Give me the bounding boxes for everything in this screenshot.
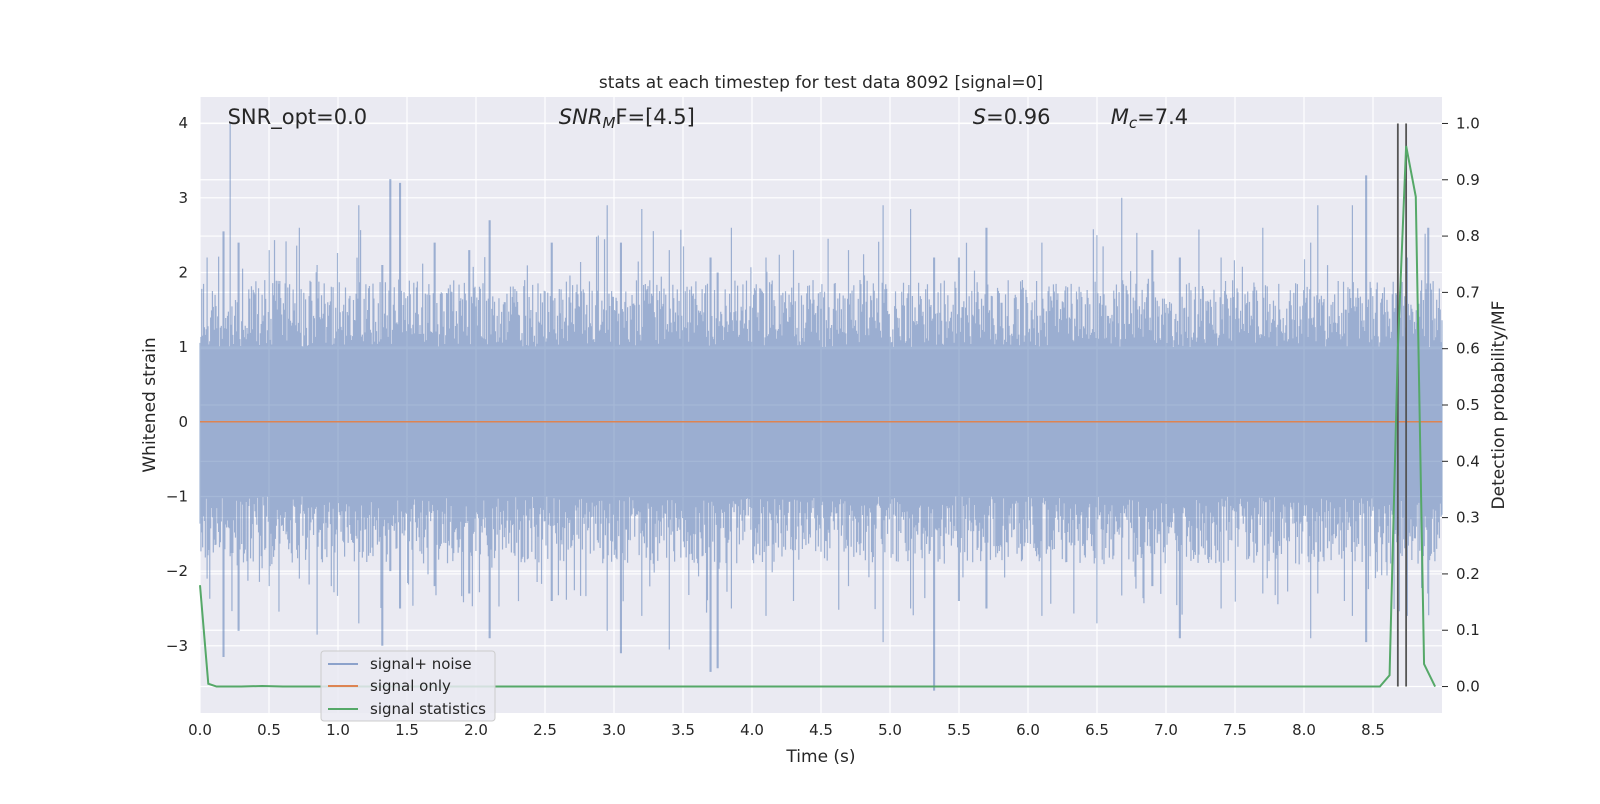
x-tick-label: 5.0: [878, 721, 902, 739]
x-tick-label: 1.0: [326, 721, 350, 739]
annotations: SNR_opt=0.0 SNRMF=[4.5] S=0.96 Mc=7.4: [228, 105, 1189, 132]
y-tick-label-right: 1.0: [1456, 114, 1480, 132]
x-tick-label: 0.5: [257, 721, 281, 739]
annotation-text: Mc=7.4: [1111, 105, 1188, 132]
y-tick-label-left: 1: [178, 338, 188, 356]
x-axis-label: Time (s): [785, 747, 855, 767]
legend-box: [320, 650, 496, 722]
y-tick-label-right: 0.3: [1456, 509, 1480, 527]
annotation-text: S=0.96: [973, 105, 1051, 129]
y-tick-label-left: 2: [178, 263, 188, 281]
vertical-lines: [199, 123, 1436, 688]
annotation-text: SNRMF=[4.5]: [559, 105, 695, 132]
y-tick-label-left: −1: [166, 487, 188, 505]
legend: signal+ noise signal only signal statist…: [320, 650, 496, 722]
y-tick-label-right: 0.5: [1456, 396, 1480, 414]
x-tick-label: 7.5: [1223, 721, 1247, 739]
chart-title: stats at each timestep for test data 809…: [599, 73, 1043, 93]
y-tick-label-right: 0.4: [1456, 452, 1480, 470]
signal-noise-trace: [199, 123, 1443, 691]
x-tick-label: 3.0: [602, 721, 626, 739]
ticks: 0.0 0.5 1.0 1.5 2.0 2.5 3.0 3.5 4.0 4.5 5.0 5.5 6.0 6…: [166, 114, 1480, 739]
y-tick-label-left: −2: [166, 562, 188, 580]
x-tick-label: 6.0: [1016, 721, 1040, 739]
y-axis-label-left: Whitened strain: [140, 337, 160, 472]
y-tick-label-right: 0.9: [1456, 171, 1480, 189]
x-tick-label: 3.5: [671, 721, 695, 739]
annotation-text: SNR_opt=0.0: [228, 105, 368, 130]
y-tick-label-right: 0.2: [1456, 565, 1480, 583]
x-tick-label: 8.0: [1292, 721, 1316, 739]
x-tick-label: 4.0: [740, 721, 764, 739]
y-tick-label-right: 0.0: [1456, 678, 1480, 696]
x-tick-label: 1.5: [395, 721, 419, 739]
legend-label-signal-noise: signal+ noise: [370, 655, 472, 673]
x-tick-label: 0.0: [188, 721, 212, 739]
y-tick-label-left: −3: [166, 637, 188, 655]
legend-label-signal-statistics: signal statistics: [370, 700, 486, 718]
x-tick-label: 8.5: [1361, 721, 1385, 739]
y-tick-label-left: 3: [178, 189, 188, 207]
x-tick-label: 5.5: [947, 721, 971, 739]
y-tick-label-right: 0.7: [1456, 283, 1480, 301]
y-tick-label-right: 0.6: [1456, 340, 1480, 358]
x-tick-label: 2.0: [464, 721, 488, 739]
y-tick-label-left: 0: [178, 413, 188, 431]
series-signal-noise: [199, 123, 1443, 691]
signal-statistics-line: [199, 145, 1436, 688]
y-tick-label-left: 4: [178, 114, 188, 132]
y-tick-label-right: 0.1: [1456, 621, 1480, 639]
x-tick-label: 2.5: [533, 721, 557, 739]
y-axis-label-right: Detection probability/MF: [1489, 301, 1509, 510]
legend-label-signal-only: signal only: [370, 677, 451, 695]
y-tick-label-right: 0.8: [1456, 227, 1480, 245]
x-tick-label: 7.0: [1154, 721, 1178, 739]
x-tick-label: 4.5: [809, 721, 833, 739]
x-tick-label: 6.5: [1085, 721, 1109, 739]
